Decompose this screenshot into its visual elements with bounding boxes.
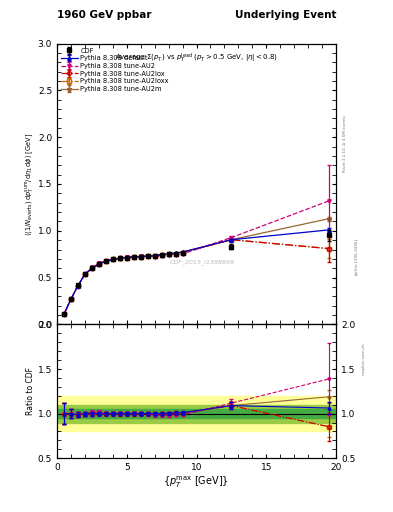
Y-axis label: Ratio to CDF: Ratio to CDF (26, 367, 35, 415)
Text: [arXiv:1306.3436]: [arXiv:1306.3436] (354, 238, 358, 274)
Text: Underlying Event: Underlying Event (235, 10, 336, 20)
Legend: CDF, Pythia 8.308 default, Pythia 8.308 tune-AU2, Pythia 8.308 tune-AU2lox, Pyth: CDF, Pythia 8.308 default, Pythia 8.308 … (59, 46, 171, 94)
Bar (57, 396, 336, 432)
Bar (57, 404, 336, 422)
X-axis label: $\{p_T^{\rm max}$ [GeV]$\}$: $\{p_T^{\rm max}$ [GeV]$\}$ (163, 475, 230, 490)
Text: CDF_2015_I1388868: CDF_2015_I1388868 (170, 260, 235, 266)
Text: mcplots.cern.ch: mcplots.cern.ch (362, 342, 365, 375)
Y-axis label: $\langle(1/N_{\rm events})\,{\rm d}p_T^{\rm sum}/{\rm d}\eta_1\,{\rm d}\phi\rang: $\langle(1/N_{\rm events})\,{\rm d}p_T^{… (23, 132, 35, 236)
Text: Rivet 3.1.10, ≥ 3.5M events: Rivet 3.1.10, ≥ 3.5M events (343, 115, 347, 172)
Text: Average $\Sigma(p_T)$ vs $p_T^{\rm lead}$ ($p_T > 0.5$ GeV, $|\eta| < 0.8$): Average $\Sigma(p_T)$ vs $p_T^{\rm lead}… (115, 52, 278, 65)
Bar (57, 409, 336, 418)
Text: 1960 GeV ppbar: 1960 GeV ppbar (57, 10, 151, 20)
